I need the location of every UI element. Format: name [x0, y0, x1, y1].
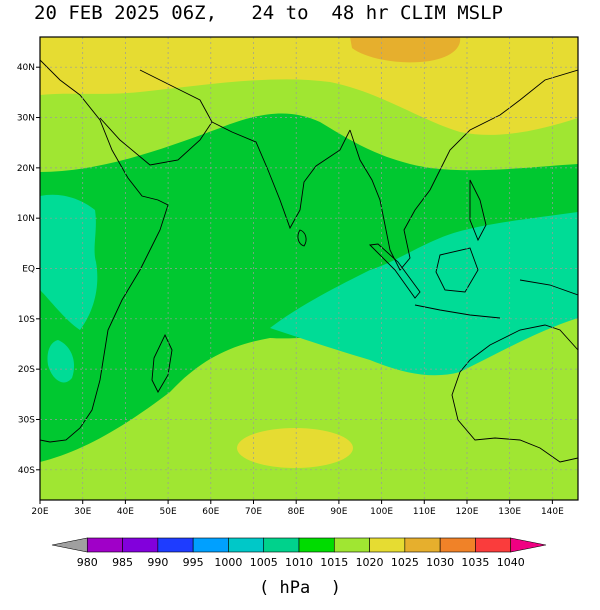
lat-axis: 40N 30N 20N 10N EQ 10S 20S 30S 40S [17, 63, 40, 476]
coastlines [40, 59, 578, 463]
newguinea-coastline [519, 279, 578, 296]
arabia-coastline [99, 69, 213, 166]
sumatra-coastline [369, 243, 421, 299]
lat-tick-label: 30N [17, 114, 35, 124]
colorbar-swatch [122, 537, 159, 553]
lon-tick-label: 70E [245, 507, 262, 517]
australia-coastline [451, 324, 578, 463]
lat-tick-label: 20S [18, 365, 35, 375]
colorbar-swatch [404, 537, 441, 553]
colorbar-swatch [298, 537, 335, 553]
lon-tick-label: 100E [370, 507, 393, 517]
colorbar-swatch [192, 537, 229, 553]
lon-tick-label: 60E [202, 507, 219, 517]
colorbar-swatch [228, 537, 265, 553]
colorbar-swatch [475, 537, 512, 553]
colorbar-units: ( hPa ) [259, 578, 341, 598]
lon-tick-label: 90E [330, 507, 347, 517]
colorbar-label: 1005 [250, 556, 278, 569]
lat-tick-label: 30S [18, 415, 35, 425]
colorbar-swatch [157, 537, 194, 553]
colorbar-label: 1010 [285, 556, 313, 569]
band-1020-1025-north [40, 37, 578, 135]
lon-tick-label: 40E [117, 507, 134, 517]
lon-tick-label: 20E [31, 507, 48, 517]
lat-tick-label: 10S [18, 315, 35, 325]
lat-tick-label: 40S [18, 466, 35, 476]
colorbar: 980 985 990 995 1000 1005 1010 1015 1020 1025 1030… [51, 537, 547, 569]
band-1020-1025-south [237, 428, 353, 468]
band-1025-1030-north [350, 37, 461, 63]
colorbar-swatch [439, 537, 476, 553]
lat-tick-label: 40N [17, 63, 35, 73]
srilanka-coastline [297, 229, 307, 247]
lon-axis: 20E 30E 40E 50E 60E 70E 80E 90E 100E 110E 120E 130E… [31, 500, 564, 517]
lon-tick-label: 120E [456, 507, 479, 517]
india-coastline [211, 121, 351, 230]
colorbar-label: 1015 [320, 556, 348, 569]
lon-tick-label: 80E [288, 507, 305, 517]
africa-coastline [40, 59, 169, 443]
colorbar-label: 985 [112, 556, 133, 569]
borneo-coastline [435, 247, 479, 293]
colorbar-label: 1025 [391, 556, 419, 569]
colorbar-label: 1020 [356, 556, 384, 569]
java-coastline [414, 304, 501, 319]
colorbar-high-arrow [510, 537, 547, 553]
colorbar-label: 995 [183, 556, 204, 569]
colorbar-label: 980 [77, 556, 98, 569]
band-1010-1015 [40, 113, 578, 462]
lat-tick-label: 20N [17, 164, 35, 174]
colorbar-label: 1035 [461, 556, 489, 569]
colorbar-swatch [369, 537, 406, 553]
colorbar-label: 1000 [214, 556, 242, 569]
colorbar-label: 1040 [497, 556, 525, 569]
colorbar-low-arrow [51, 537, 88, 553]
philippines-coastline [469, 179, 487, 242]
lon-tick-label: 130E [498, 507, 521, 517]
lon-tick-label: 110E [413, 507, 436, 517]
lat-tick-label: EQ [22, 265, 35, 275]
gridlines [40, 37, 578, 500]
map-title: 20 FEB 2025 06Z, 24 to 48 hr CLIM MSLP [34, 2, 503, 24]
lat-tick-label: 10N [17, 214, 35, 224]
seasia-coastline [349, 69, 578, 271]
colorbar-label: 990 [147, 556, 168, 569]
lon-tick-label: 30E [74, 507, 91, 517]
colorbar-swatch [263, 537, 300, 553]
colorbar-label: 1030 [426, 556, 454, 569]
band-1005-1010-sw [47, 340, 75, 383]
colorbar-swatch [333, 537, 370, 553]
colorbar-swatch [86, 537, 123, 553]
lon-tick-label: 140E [541, 507, 564, 517]
mslp-field [40, 37, 578, 500]
madagascar-coastline [151, 333, 173, 393]
lon-tick-label: 50E [160, 507, 177, 517]
